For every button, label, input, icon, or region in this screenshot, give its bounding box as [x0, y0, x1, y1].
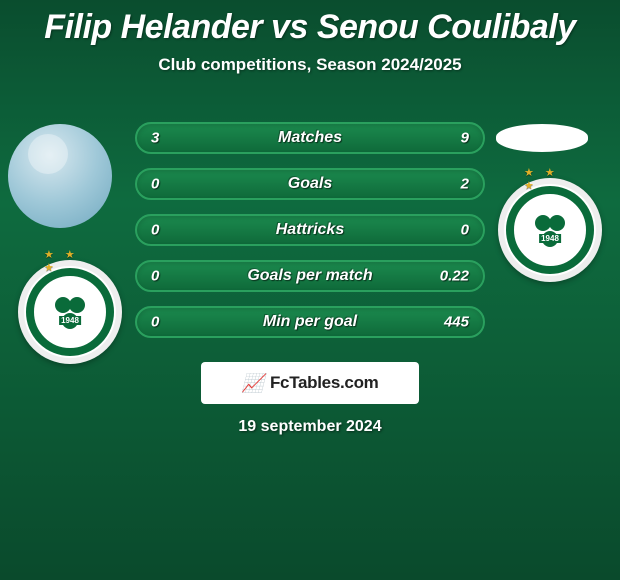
page-subtitle: Club competitions, Season 2024/2025	[0, 55, 620, 75]
stat-label: Goals per match	[247, 267, 372, 285]
stat-left-value: 0	[151, 314, 159, 331]
stat-label: Hattricks	[276, 221, 344, 239]
page-title: Filip Helander vs Senou Coulibaly	[0, 0, 620, 47]
stat-label: Goals	[288, 175, 332, 193]
stat-right-value: 0.22	[440, 268, 469, 285]
stat-row-min-per-goal: 0 Min per goal 445	[135, 306, 485, 338]
stat-left-value: 0	[151, 268, 159, 285]
stat-right-value: 445	[444, 314, 469, 331]
club-badge-left: ★ ★ ★ 1948	[18, 260, 122, 364]
watermark: 📈 FcTables.com	[201, 362, 419, 404]
stat-row-goals: 0 Goals 2	[135, 168, 485, 200]
stat-right-value: 9	[461, 130, 469, 147]
stat-label: Matches	[278, 129, 342, 147]
stat-right-value: 0	[461, 222, 469, 239]
player-photo-left	[8, 124, 112, 228]
stat-right-value: 2	[461, 176, 469, 193]
stat-row-matches: 3 Matches 9	[135, 122, 485, 154]
stat-row-hattricks: 0 Hattricks 0	[135, 214, 485, 246]
badge-year: 1948	[59, 316, 81, 325]
player-photo-right-pill	[496, 124, 588, 152]
stat-left-value: 3	[151, 130, 159, 147]
watermark-text: FcTables.com	[270, 373, 379, 393]
date-label: 19 september 2024	[238, 418, 381, 436]
stat-label: Min per goal	[263, 313, 357, 331]
stat-left-value: 0	[151, 176, 159, 193]
chart-icon: 📈	[242, 373, 264, 394]
club-badge-right: ★ ★ ★ 1948	[498, 178, 602, 282]
stat-left-value: 0	[151, 222, 159, 239]
stats-panel: 3 Matches 9 0 Goals 2 0 Hattricks 0 0 Go…	[135, 122, 485, 352]
stat-row-goals-per-match: 0 Goals per match 0.22	[135, 260, 485, 292]
badge-year: 1948	[539, 234, 561, 243]
